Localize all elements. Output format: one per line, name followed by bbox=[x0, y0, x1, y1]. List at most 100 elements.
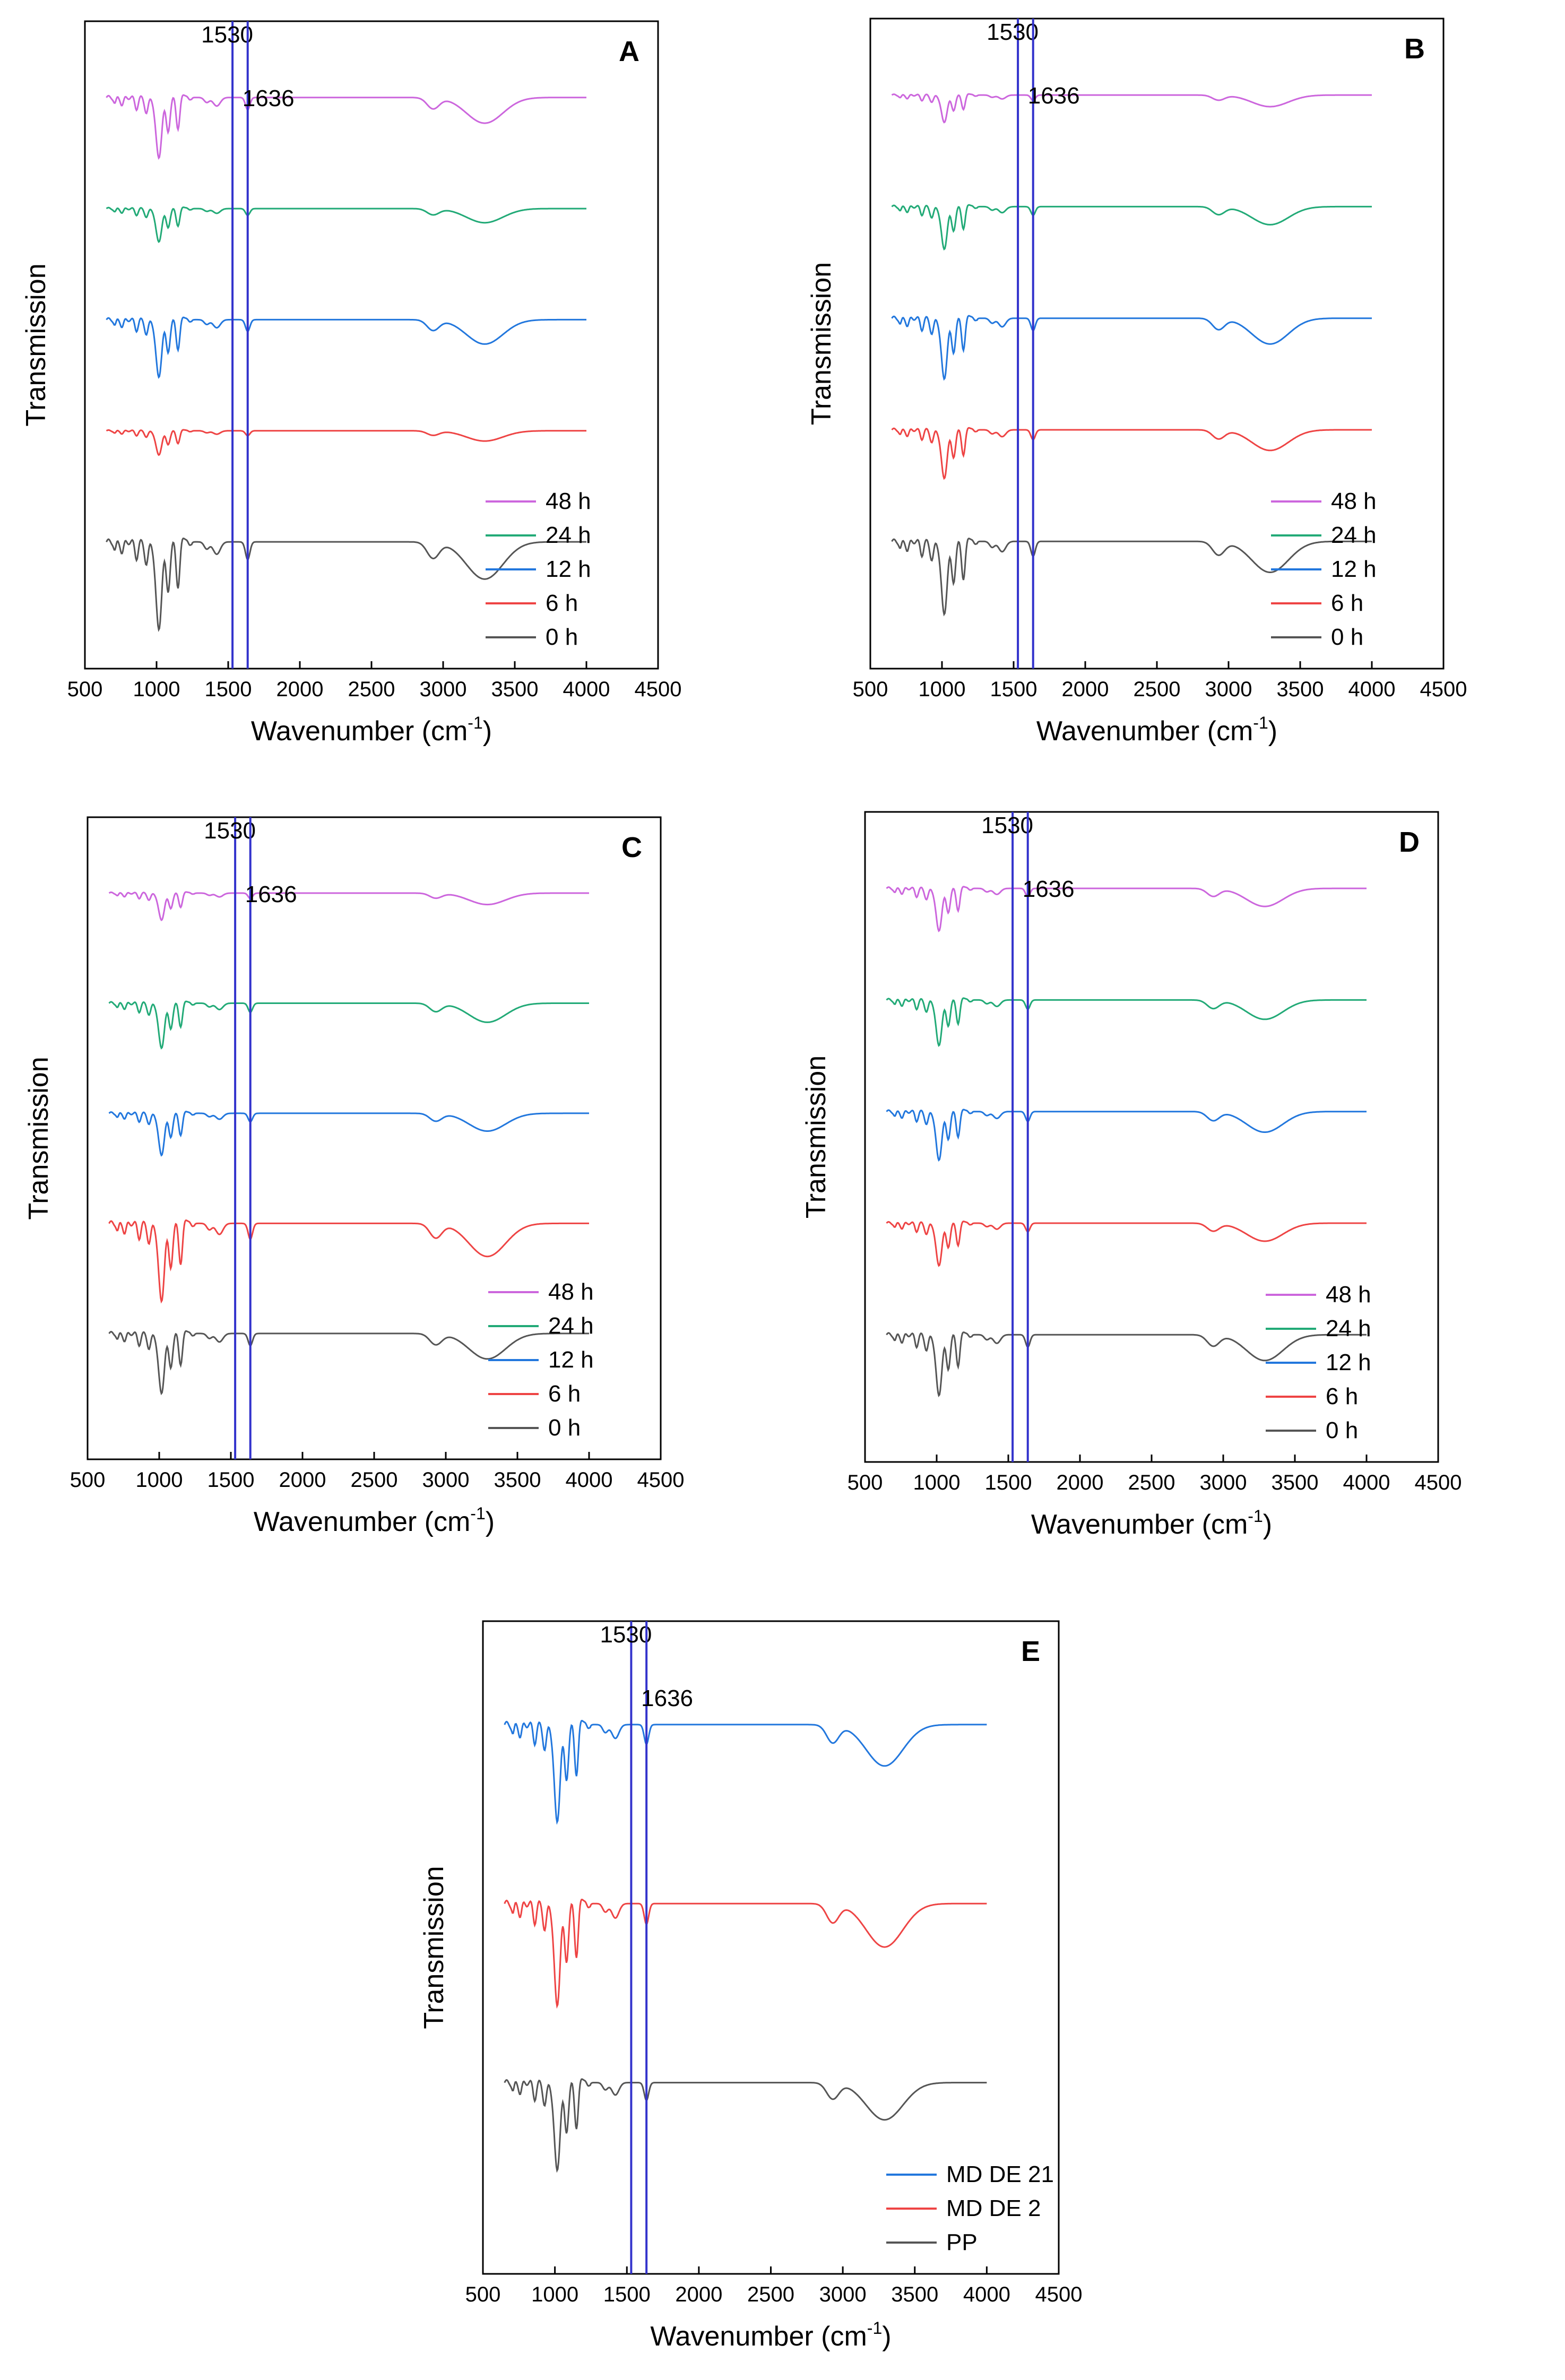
series-line-0-h bbox=[106, 538, 586, 633]
x-tick-label: 2000 bbox=[675, 2283, 722, 2306]
legend-label: 12 h bbox=[1331, 556, 1377, 582]
legend-label: 0 h bbox=[546, 624, 578, 650]
x-tick-label: 500 bbox=[70, 1468, 106, 1492]
legend-label: 24 h bbox=[1326, 1316, 1371, 1342]
x-tick-label: 3000 bbox=[1200, 1471, 1247, 1494]
legend-label: 0 h bbox=[548, 1415, 581, 1441]
series-line-12-h bbox=[891, 315, 1372, 381]
series-line-0-h bbox=[886, 1331, 1367, 1398]
x-tick-label: 1000 bbox=[531, 2283, 578, 2306]
x-axis-label: Wavenumber (cm-1) bbox=[1031, 1507, 1272, 1540]
legend-label: 0 h bbox=[1331, 624, 1363, 650]
x-tick-label: 500 bbox=[848, 1471, 883, 1494]
x-tick-label: 3000 bbox=[422, 1468, 470, 1492]
x-tick-label: 4000 bbox=[563, 678, 610, 701]
y-axis-label: Transmission bbox=[419, 1866, 449, 2029]
marker-label: 1530 bbox=[987, 19, 1039, 45]
panel-letter: A bbox=[619, 36, 639, 67]
marker-label: 1530 bbox=[201, 22, 253, 48]
x-tick-label: 1500 bbox=[603, 2283, 651, 2306]
legend-label: 48 h bbox=[1326, 1282, 1371, 1308]
x-tick-label: 500 bbox=[67, 678, 103, 701]
series-line-6-h bbox=[108, 1219, 589, 1304]
series-line-pp bbox=[504, 2078, 987, 2173]
series-line-48-h bbox=[106, 94, 586, 160]
chart-panel-b: 500 1000 1500 2000 2500 3000 3500 4000 4500 Waven… bbox=[806, 18, 1467, 747]
x-tick-label: 1000 bbox=[913, 1471, 961, 1494]
panel-letter: B bbox=[1404, 33, 1425, 65]
marker-label: 1636 bbox=[1028, 83, 1080, 109]
marker-label: 1636 bbox=[243, 85, 295, 111]
x-tick-label: 3000 bbox=[420, 678, 467, 701]
series-line-12-h bbox=[106, 316, 586, 379]
series-line-12-h bbox=[886, 1109, 1367, 1162]
legend-label: 6 h bbox=[1326, 1383, 1358, 1409]
x-tick-label: 1500 bbox=[985, 1471, 1032, 1494]
series-line-48-h bbox=[891, 93, 1372, 124]
series-line-24-h bbox=[886, 997, 1367, 1047]
x-tick-label: 500 bbox=[465, 2283, 501, 2306]
y-axis-label: Transmission bbox=[21, 263, 51, 426]
series-line-48-h bbox=[886, 886, 1367, 932]
legend-label: 12 h bbox=[548, 1347, 594, 1373]
marker-label: 1636 bbox=[641, 1685, 693, 1711]
x-tick-label: 4500 bbox=[1035, 2283, 1083, 2306]
legend-label: 48 h bbox=[548, 1279, 594, 1305]
series-line-0-h bbox=[891, 538, 1372, 617]
legend-label: 12 h bbox=[1326, 1349, 1371, 1375]
legend-label: 12 h bbox=[546, 556, 591, 582]
x-tick-label: 500 bbox=[853, 678, 888, 701]
x-tick-label: 1500 bbox=[205, 678, 252, 701]
legend-label: 24 h bbox=[546, 522, 591, 548]
legend-label: MD DE 2 bbox=[946, 2195, 1041, 2221]
x-tick-label: 2500 bbox=[351, 1468, 398, 1492]
series-line-0-h bbox=[108, 1330, 589, 1396]
legend-label: MD DE 21 bbox=[946, 2161, 1054, 2187]
x-tick-label: 4500 bbox=[1415, 1471, 1462, 1494]
y-axis-label: Transmission bbox=[23, 1057, 54, 1219]
x-tick-label: 2000 bbox=[279, 1468, 326, 1492]
x-tick-label: 4000 bbox=[963, 2283, 1010, 2306]
x-axis-label: Wavenumber (cm-1) bbox=[251, 713, 492, 747]
x-tick-label: 3000 bbox=[1205, 678, 1252, 701]
x-tick-label: 1500 bbox=[990, 678, 1037, 701]
x-axis-label: Wavenumber (cm-1) bbox=[254, 1504, 495, 1537]
marker-label: 1530 bbox=[600, 1622, 652, 1648]
x-tick-label: 3500 bbox=[891, 2283, 938, 2306]
marker-label: 1636 bbox=[245, 881, 297, 907]
panel-letter: C bbox=[621, 832, 642, 863]
x-tick-label: 3500 bbox=[1277, 678, 1324, 701]
legend-label: 6 h bbox=[1331, 590, 1363, 616]
x-axis-label: Wavenumber (cm-1) bbox=[1036, 713, 1277, 747]
series-line-6-h bbox=[106, 429, 586, 456]
x-tick-label: 2500 bbox=[1128, 1471, 1175, 1494]
series-line-md-de-2 bbox=[504, 1899, 987, 2009]
x-tick-label: 4000 bbox=[566, 1468, 613, 1492]
x-tick-label: 4500 bbox=[635, 678, 682, 701]
series-line-md-de-21 bbox=[504, 1720, 987, 1825]
panel-letter: E bbox=[1021, 1635, 1040, 1667]
legend-label: 24 h bbox=[548, 1313, 594, 1339]
series-line-24-h bbox=[108, 1000, 589, 1050]
legend-label: 48 h bbox=[546, 488, 591, 514]
series-line-6-h bbox=[886, 1221, 1367, 1267]
series-line-24-h bbox=[106, 206, 586, 244]
x-tick-label: 3500 bbox=[491, 678, 539, 701]
panel-letter: D bbox=[1399, 826, 1420, 858]
marker-label: 1530 bbox=[981, 812, 1033, 838]
x-tick-label: 1000 bbox=[133, 678, 180, 701]
x-tick-label: 2000 bbox=[1057, 1471, 1104, 1494]
series-line-48-h bbox=[108, 891, 589, 921]
y-axis-label: Transmission bbox=[806, 262, 837, 425]
chart-panel-d: 500 1000 1500 2000 2500 3000 3500 4000 4500 Waven… bbox=[801, 811, 1462, 1540]
legend-label: 6 h bbox=[548, 1381, 581, 1407]
marker-label: 1636 bbox=[1023, 876, 1075, 902]
x-tick-label: 4500 bbox=[1420, 678, 1467, 701]
x-tick-label: 2000 bbox=[276, 678, 324, 701]
legend-label: 48 h bbox=[1331, 488, 1377, 514]
x-tick-label: 1500 bbox=[207, 1468, 255, 1492]
x-tick-label: 4000 bbox=[1343, 1471, 1390, 1494]
chart-panel-a: 500 1000 1500 2000 2500 3000 3500 4000 4500 Waven… bbox=[21, 20, 682, 747]
marker-label: 1530 bbox=[204, 818, 256, 844]
